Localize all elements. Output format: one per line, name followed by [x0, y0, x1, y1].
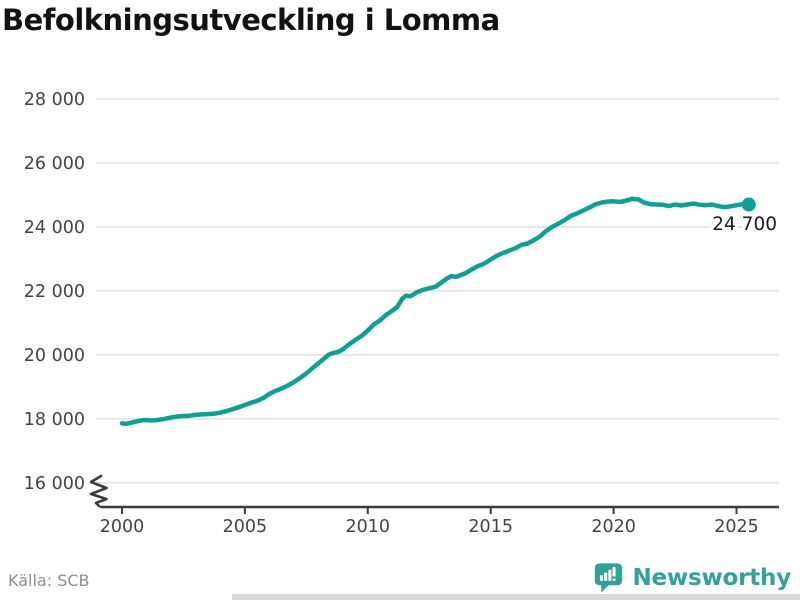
newsworthy-wordmark: Newsworthy: [632, 565, 791, 591]
y-tick-label: 18 000: [24, 410, 85, 430]
series-end-dot: [741, 197, 756, 212]
x-axis: 2000 2005 2010 2015 2020 2025: [100, 505, 779, 537]
x-tick-label: 2000: [100, 517, 145, 537]
x-tick-label: 2020: [591, 517, 636, 537]
population-series-line: [119, 196, 752, 427]
y-tick-label: 16 000: [24, 474, 85, 494]
bottom-gray-bar: [232, 594, 800, 600]
y-tick-label: 24 000: [24, 218, 85, 238]
source-caption: Källa: SCB: [8, 571, 90, 590]
gridlines: [96, 98, 779, 484]
end-value-label: 24 700: [712, 214, 777, 235]
bar-chart-glyph: [600, 567, 617, 581]
y-tick-label: 20 000: [24, 346, 85, 366]
x-tick-label: 2010: [346, 517, 391, 537]
x-tick-label: 2005: [223, 517, 268, 537]
newsworthy-icon: [595, 563, 623, 593]
y-tick-label: 22 000: [24, 282, 85, 302]
newsworthy-logo: Newsworthy: [593, 561, 791, 595]
x-tick-label: 2015: [468, 517, 513, 537]
y-axis-labels: 28 000 26 000 24 000 22 000 20 000 18 000 16 0…: [24, 90, 85, 494]
y-tick-label: 26 000: [24, 154, 85, 174]
x-tick-label: 2025: [714, 517, 759, 537]
chart-title: Befolkningsutveckling i Lomma: [2, 3, 500, 37]
y-tick-label: 28 000: [24, 90, 85, 110]
y-axis-break-icon: [89, 474, 108, 508]
